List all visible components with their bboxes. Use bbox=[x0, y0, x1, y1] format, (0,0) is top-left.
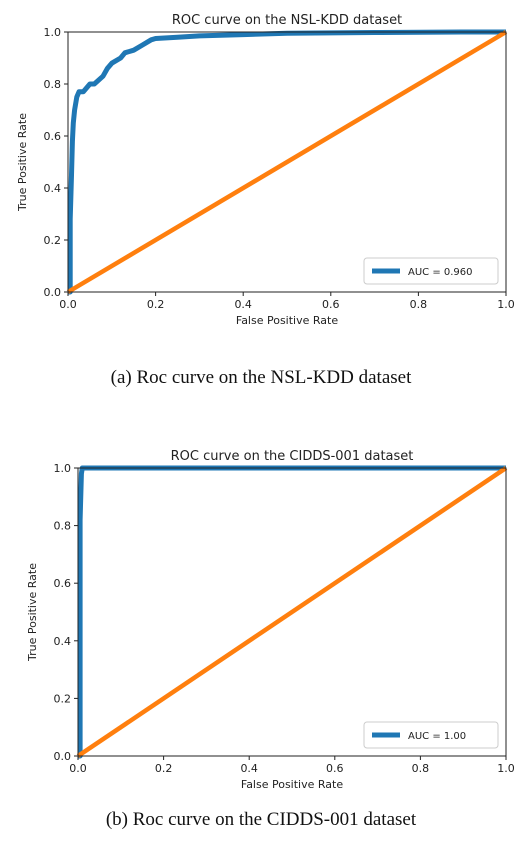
x-tick-label: 0.8 bbox=[410, 298, 428, 311]
roc-chart-cidds-001: ROC curve on the CIDDS-001 dataset 0.0 0.2… bbox=[26, 449, 515, 791]
x-tick-label: 0.4 bbox=[234, 298, 252, 311]
x-tick-label: 0.2 bbox=[147, 298, 165, 311]
x-tick-label: 0.0 bbox=[59, 298, 77, 311]
chart-title: ROC curve on the CIDDS-001 dataset bbox=[171, 449, 414, 464]
chart-title: ROC curve on the NSL-KDD dataset bbox=[172, 13, 402, 28]
diagonal-reference-line bbox=[66, 30, 508, 294]
x-axis-label: False Positive Rate bbox=[241, 778, 343, 791]
roc-panel-nsl-kdd: ROC curve on the NSL-KDD dataset 0.0 0.2 0.… bbox=[0, 0, 522, 415]
y-tick-label: 1.0 bbox=[44, 26, 62, 39]
y-tick-label: 0.4 bbox=[54, 635, 72, 648]
y-tick-label: 0.6 bbox=[44, 130, 62, 143]
roc-panel-cidds-001: ROC curve on the CIDDS-001 dataset 0.0 0.2… bbox=[0, 420, 522, 844]
y-tick-label: 0.4 bbox=[44, 182, 62, 195]
x-axis-label: False Positive Rate bbox=[236, 314, 338, 327]
x-tick-label: 0.6 bbox=[326, 762, 344, 775]
x-tick-label: 0.0 bbox=[69, 762, 87, 775]
diagonal-reference-line bbox=[76, 466, 508, 758]
y-tick-label: 0.2 bbox=[44, 234, 62, 247]
roc-chart-nsl-kdd: ROC curve on the NSL-KDD dataset 0.0 0.2 0.… bbox=[16, 13, 515, 327]
y-tick-label: 0.8 bbox=[44, 78, 62, 91]
y-tick-label: 0.0 bbox=[44, 286, 62, 299]
x-tick-label: 0.6 bbox=[322, 298, 340, 311]
y-axis-label: True Positive Rate bbox=[16, 113, 29, 212]
y-tick-label: 0.2 bbox=[54, 692, 72, 705]
roc-curve-line bbox=[67, 29, 506, 295]
plot-frame bbox=[67, 31, 507, 293]
y-tick-label: 0.8 bbox=[54, 520, 72, 533]
y-axis-label: True Positive Rate bbox=[26, 563, 39, 662]
x-tick-label: 0.4 bbox=[240, 762, 258, 775]
legend-label: AUC = 1.00 bbox=[408, 731, 466, 742]
y-tick-label: 0.6 bbox=[54, 577, 72, 590]
y-tick-label: 0.0 bbox=[54, 750, 72, 763]
figure-caption-b: (b) Roc curve on the CIDDS-001 dataset bbox=[105, 809, 417, 830]
legend-label: AUC = 0.960 bbox=[408, 267, 473, 278]
y-tick-label: 1.0 bbox=[54, 462, 72, 475]
x-tick-label: 1.0 bbox=[497, 762, 515, 775]
x-tick-label: 0.2 bbox=[155, 762, 173, 775]
legend-box bbox=[363, 257, 499, 285]
x-tick-label: 0.8 bbox=[412, 762, 430, 775]
figure-caption-a: (a) Roc curve on the NSL-KDD dataset bbox=[110, 367, 412, 388]
legend-box bbox=[363, 721, 499, 749]
plot-frame bbox=[77, 467, 507, 757]
x-tick-label: 1.0 bbox=[497, 298, 515, 311]
